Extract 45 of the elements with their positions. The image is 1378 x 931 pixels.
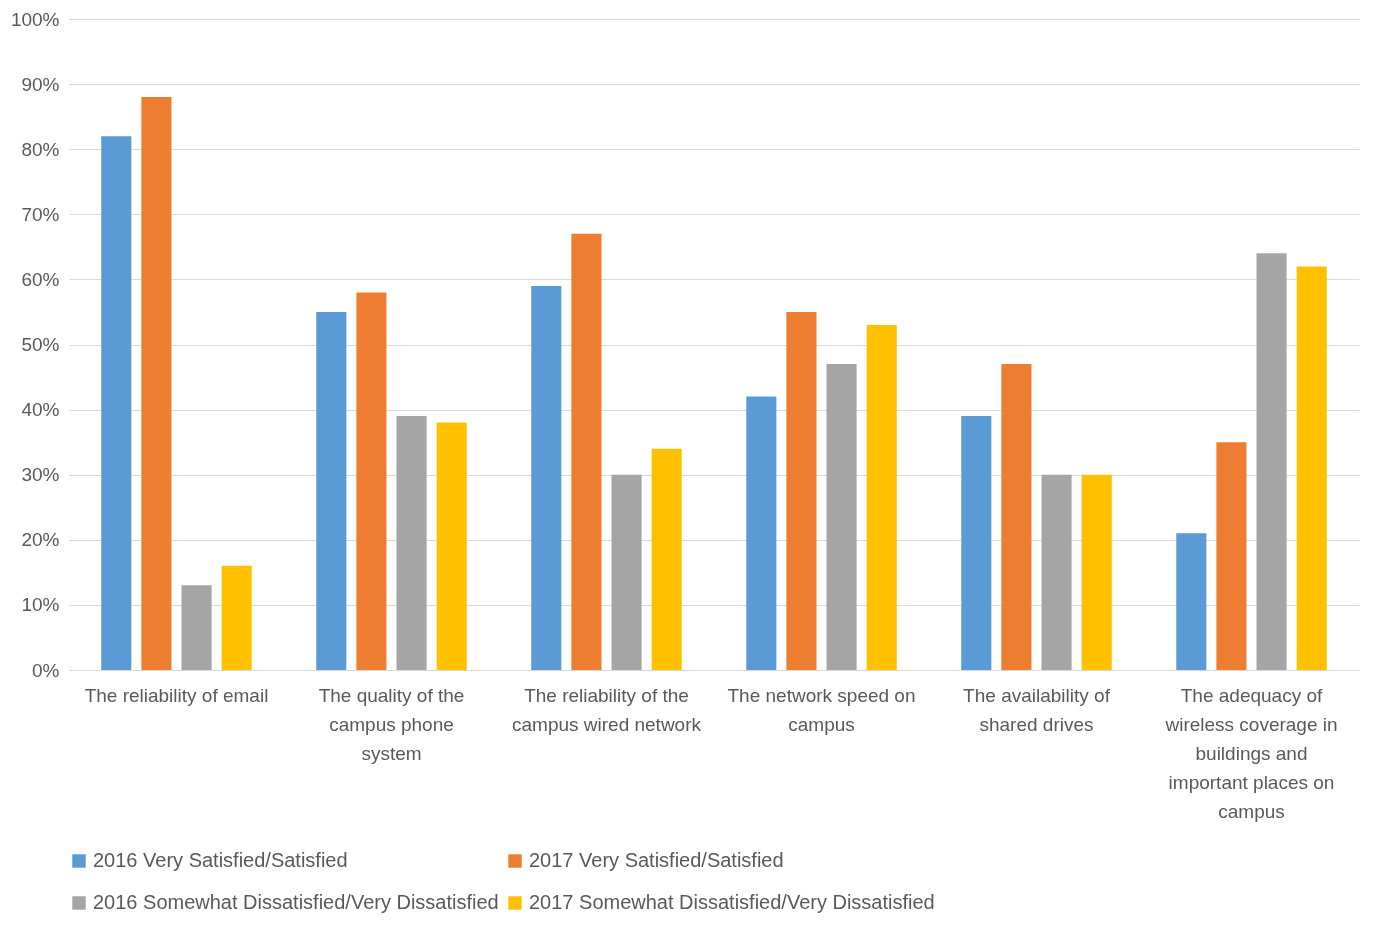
y-tick-label: 80%: [21, 138, 60, 160]
bar: [181, 585, 212, 670]
bar: [1176, 533, 1207, 670]
x-tick-label: The availability of shared drives: [963, 684, 1111, 735]
bar: [866, 324, 897, 670]
bar: [356, 292, 387, 670]
legend-label: 2017 Very Satisfied/Satisfied: [529, 849, 784, 871]
bar: [746, 396, 777, 670]
x-tick-label: The reliability of email: [84, 684, 269, 706]
x-tick-label: The network speed on campus: [727, 684, 916, 735]
bar: [1081, 474, 1112, 670]
bar: [611, 474, 642, 670]
bar: [1041, 474, 1072, 670]
bar: [1216, 442, 1247, 670]
bar: [1296, 266, 1327, 670]
legend-label: 2016 Somewhat Dissatisfied/Very Dissatisfied: [93, 891, 499, 913]
y-tick-label: 60%: [21, 268, 60, 290]
bar: [826, 364, 857, 670]
bar: [571, 233, 602, 670]
bar: [396, 416, 427, 670]
y-tick-label: 90%: [21, 73, 60, 95]
legend-label: 2016 Very Satisfied/Satisfied: [93, 849, 348, 871]
bar: [141, 97, 172, 670]
bar: [436, 422, 467, 670]
x-tick-label: The adequacy of wireless coverage in buildings and important places on campus: [1164, 684, 1338, 822]
bar: [1001, 364, 1032, 670]
bar: [651, 448, 682, 670]
y-tick-label: 70%: [21, 203, 60, 225]
y-tick-label: 50%: [21, 334, 60, 355]
bar: [221, 565, 252, 670]
bar: [961, 416, 992, 670]
y-tick-label: 40%: [21, 399, 60, 421]
x-tick-label: The quality of the campus phone system: [318, 684, 465, 764]
bar: [316, 311, 347, 670]
bar: [101, 136, 132, 670]
bar: [786, 311, 817, 670]
y-tick-label: 0%: [32, 659, 60, 681]
x-tick-label: The reliability of the campus wired network: [511, 684, 702, 735]
y-tick-label: 10%: [21, 594, 60, 616]
y-tick-label: 20%: [21, 529, 60, 551]
bar: [531, 285, 562, 670]
y-tick-label: 30%: [21, 464, 60, 486]
legend-label: 2017 Somewhat Dissatisfied/Very Dissatisfied: [529, 891, 935, 913]
y-tick-label: 100%: [10, 8, 60, 30]
bar: [1256, 253, 1287, 670]
